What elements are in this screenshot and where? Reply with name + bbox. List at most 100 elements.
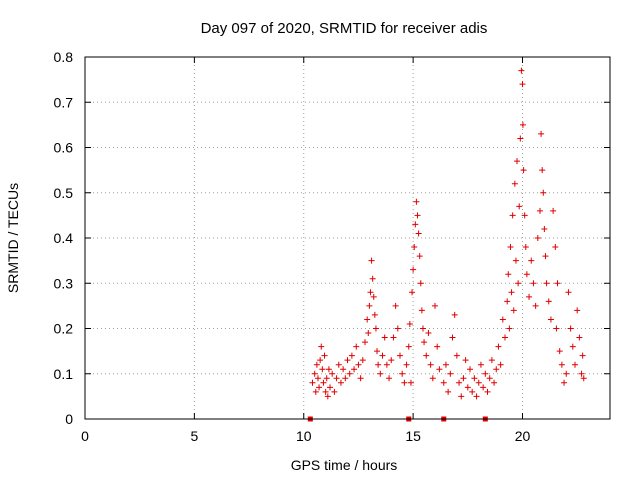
data-point (497, 361, 504, 368)
data-point (504, 298, 511, 305)
data-point (547, 316, 554, 323)
plot-frame (84, 56, 611, 420)
data-point (506, 325, 513, 332)
data-point (346, 370, 353, 377)
data-point (447, 370, 454, 377)
data-point (309, 379, 316, 386)
data-point (365, 330, 372, 337)
data-point (499, 316, 506, 323)
data-point (519, 121, 526, 128)
data-point (311, 370, 318, 377)
data-point (558, 361, 565, 368)
data-point (325, 366, 332, 373)
data-point (416, 253, 423, 260)
x-axis-title: GPS time / hours (291, 457, 398, 473)
data-point (316, 384, 323, 391)
data-point (414, 212, 421, 219)
data-point (495, 343, 502, 350)
data-point (458, 393, 465, 400)
data-point (561, 379, 568, 386)
data-point (399, 370, 406, 377)
y-tick-label: 0.6 (54, 140, 74, 156)
data-point (366, 302, 373, 309)
data-point (449, 334, 456, 341)
data-point (323, 375, 330, 382)
data-point (528, 257, 535, 264)
data-point (371, 311, 378, 318)
data-point (511, 180, 518, 187)
data-point (340, 366, 347, 373)
data-point (445, 388, 452, 395)
data-point (397, 352, 403, 359)
data-point (321, 352, 328, 359)
data-point (317, 357, 324, 364)
data-point (456, 379, 463, 386)
y-tick-label: 0.2 (54, 321, 74, 337)
data-point (318, 343, 325, 350)
data-point (362, 339, 368, 346)
x-axis: 0 5 10 15 20 (81, 57, 530, 444)
data-point (521, 212, 528, 219)
data-point (374, 348, 381, 355)
data-point (486, 375, 493, 382)
data-point (451, 311, 458, 318)
data-point (386, 375, 393, 382)
data-point (367, 289, 374, 296)
data-point (392, 302, 399, 309)
data-point (516, 203, 523, 210)
data-point (508, 289, 515, 296)
data-point (473, 393, 480, 400)
data-point (379, 352, 386, 359)
data-point (538, 130, 545, 137)
data-point (522, 244, 529, 251)
data-point (537, 207, 543, 214)
data-point (505, 271, 512, 278)
data-point (381, 334, 388, 341)
data-point (556, 348, 563, 355)
data-point (567, 325, 574, 332)
chart-title: Day 097 of 2020, SRMTID for receiver adi… (201, 20, 488, 37)
data-point (477, 361, 484, 368)
data-point (375, 361, 382, 368)
data-point (550, 207, 557, 214)
data-point (554, 280, 561, 287)
data-point (545, 298, 552, 305)
data-point (569, 343, 576, 350)
data-points (309, 67, 587, 400)
data-point (541, 225, 548, 232)
data-point (409, 289, 416, 296)
x-tick-label: 10 (296, 428, 312, 444)
data-point (471, 375, 478, 382)
data-point (460, 375, 467, 382)
data-point (314, 375, 321, 382)
y-tick-label: 0.4 (54, 230, 74, 246)
data-point (542, 253, 549, 260)
data-point (417, 280, 424, 287)
y-tick-label: 0.3 (54, 275, 74, 291)
data-point (539, 167, 546, 174)
data-point (440, 379, 447, 386)
data-point (333, 375, 340, 382)
data-point (372, 325, 379, 332)
data-point (401, 379, 408, 386)
data-point (411, 244, 418, 251)
data-point (572, 361, 578, 368)
data-point (530, 280, 537, 287)
data-point (453, 352, 460, 359)
data-point (432, 302, 438, 309)
data-point (565, 289, 572, 296)
data-point (534, 235, 541, 241)
data-point (464, 384, 471, 391)
data-point (442, 361, 449, 368)
data-point (520, 167, 527, 174)
data-point (510, 307, 517, 314)
data-point (337, 379, 344, 386)
data-point (377, 370, 384, 377)
data-point (364, 316, 371, 323)
data-point (319, 366, 326, 373)
data-point (519, 81, 526, 88)
data-point (427, 361, 434, 368)
data-point (515, 280, 522, 287)
data-point (514, 158, 521, 165)
